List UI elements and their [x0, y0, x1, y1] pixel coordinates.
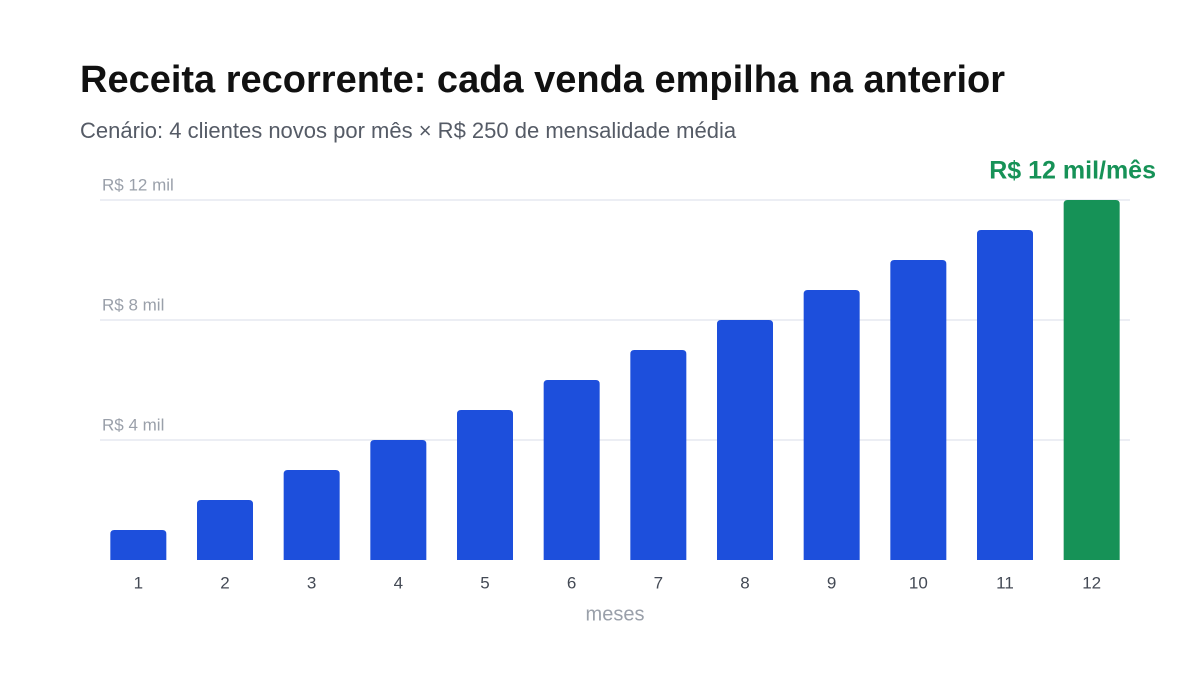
x-tick-label: 7 [654, 573, 663, 592]
bar [197, 500, 253, 560]
x-tick-label: 3 [307, 573, 316, 592]
y-tick-label: R$ 12 mil [102, 175, 174, 194]
x-tick-label: 5 [480, 573, 489, 592]
x-axis-label: meses [586, 603, 645, 625]
bar [630, 350, 687, 560]
x-tick-label: 12 [1082, 573, 1101, 592]
x-tick-label: 9 [827, 573, 836, 592]
x-tick-label: 11 [996, 573, 1014, 592]
x-tick-label: 10 [909, 573, 928, 592]
bar [543, 380, 600, 560]
bar [457, 410, 513, 560]
bar [1063, 200, 1120, 560]
bar [370, 440, 427, 560]
x-tick-label: 8 [740, 573, 749, 592]
bar [977, 230, 1033, 560]
x-tick-label: 4 [394, 573, 403, 592]
chart-title: Receita recorrente: cada venda empilha n… [80, 59, 1005, 101]
y-tick-label: R$ 8 mil [102, 295, 164, 314]
chart-subtitle: Cenário: 4 clientes novos por mês × R$ 2… [80, 118, 737, 143]
x-tick-label: 1 [134, 573, 143, 592]
x-tick-label: 6 [567, 573, 576, 592]
bar [803, 290, 860, 560]
bar [890, 260, 947, 560]
y-tick-label: R$ 4 mil [102, 415, 164, 434]
bar [110, 530, 167, 560]
x-tick-label: 2 [220, 573, 229, 592]
value-label: R$ 12 mil/mês [989, 157, 1156, 185]
bar [717, 320, 773, 560]
bar [283, 470, 340, 560]
